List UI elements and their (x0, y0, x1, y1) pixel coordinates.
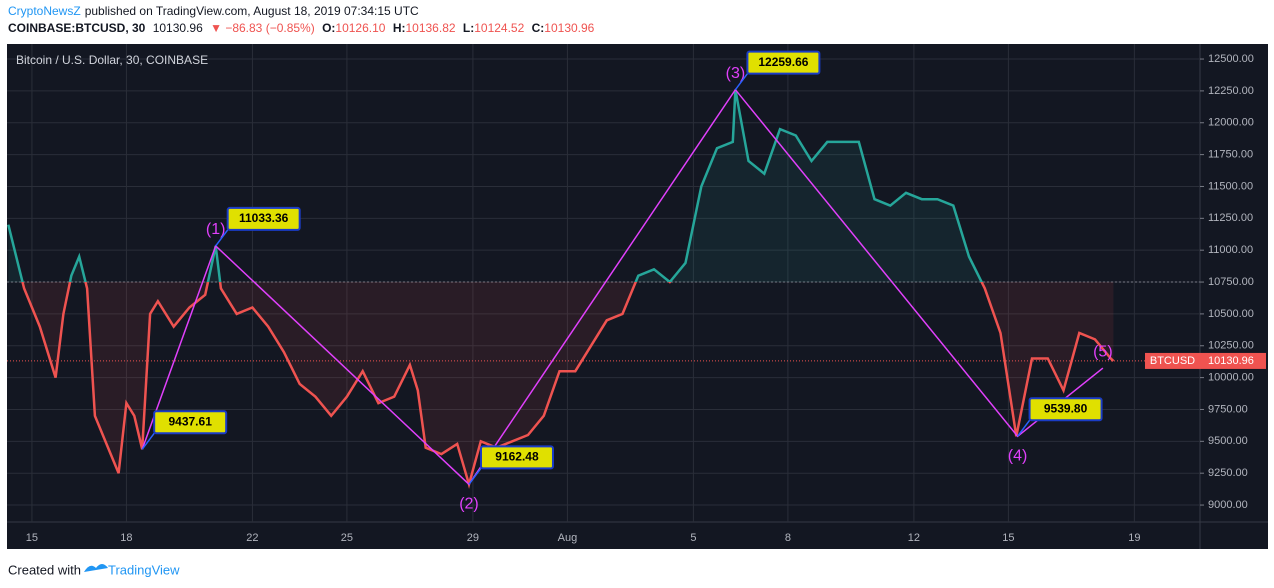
x-tick-label: 22 (246, 532, 258, 544)
x-tick-label: 5 (690, 532, 696, 544)
open-value: 10126.10 (335, 21, 385, 35)
published-line: published on TradingView.com, August 18,… (85, 4, 419, 18)
y-tick-label: 12250.00 (1208, 85, 1254, 97)
last-price: 10130.96 (153, 21, 203, 35)
wave-label: (4) (1008, 447, 1028, 464)
callout-label: 11033.36 (239, 211, 289, 225)
low-value: 10124.52 (474, 21, 524, 35)
footer-text: Created with (8, 562, 81, 577)
wave-label: (3) (726, 65, 746, 82)
y-tick-label: 9000.00 (1208, 499, 1248, 511)
price-tag-bg (1200, 352, 1266, 369)
symbol: COINBASE:BTCUSD, 30 (8, 21, 146, 35)
y-tick-label: 11750.00 (1208, 149, 1253, 161)
price-tag-name: BTCUSD (1150, 355, 1195, 367)
high-label: H: (393, 21, 406, 35)
y-tick-label: 11500.00 (1208, 180, 1253, 192)
wave-label: (2) (459, 496, 479, 513)
callout-box (479, 445, 554, 470)
callout-connector (215, 229, 229, 247)
author[interactable]: CryptoNewsZ (8, 4, 81, 18)
footer-brand[interactable]: TradingView (108, 562, 180, 577)
y-tick-label: 10500.00 (1208, 308, 1254, 320)
price-tag-name-bg (1145, 352, 1200, 369)
close-value: 10130.96 (544, 21, 594, 35)
low-label: L: (463, 21, 474, 35)
callout-label: 9437.61 (168, 414, 212, 428)
wave-label: (1) (206, 221, 226, 238)
y-tick-label: 9250.00 (1208, 467, 1248, 479)
price-tag-value: 10130.96 (1208, 355, 1254, 367)
callout-box (746, 50, 821, 75)
tradingview-logo (84, 564, 108, 572)
callout-label: 9162.48 (495, 450, 539, 464)
callout-label: 9539.80 (1044, 401, 1088, 415)
high-value: 10136.82 (405, 21, 455, 35)
x-tick-label: 12 (908, 532, 920, 544)
x-tick-label: Aug (558, 532, 578, 544)
wave-label: (5) (1093, 343, 1113, 360)
callout-label: 12259.66 (758, 55, 808, 69)
baseline-fill (8, 89, 1114, 283)
callout-box (153, 410, 228, 435)
legend: Bitcoin / U.S. Dollar, 30, COINBASE (16, 53, 208, 67)
symbol-line: COINBASE:BTCUSD, 30 10130.96 ▼ −86.83 (−… (8, 21, 595, 35)
change: ▼ −86.83 (−0.85%) (210, 21, 315, 35)
y-tick-label: 10750.00 (1208, 276, 1254, 288)
x-tick-label: 25 (341, 532, 353, 544)
close-label: C: (532, 21, 545, 35)
y-tick-label: 12000.00 (1208, 117, 1254, 129)
open-label: O: (322, 21, 335, 35)
price-line (21, 282, 1115, 489)
x-tick-label: 19 (1128, 532, 1140, 544)
y-tick-label: 9500.00 (1208, 435, 1248, 447)
callout-connector (468, 467, 482, 485)
y-tick-label: 9750.00 (1208, 403, 1248, 415)
chart-background (7, 44, 1268, 549)
callout-box (226, 206, 301, 231)
callout-connector (141, 432, 155, 450)
callout-connector (1016, 419, 1031, 437)
callout-connector (734, 73, 748, 91)
callout-box (1028, 397, 1103, 422)
y-tick-label: 10000.00 (1208, 372, 1254, 384)
y-tick-label: 10250.00 (1208, 340, 1254, 352)
x-tick-label: 8 (785, 532, 791, 544)
x-tick-label: 15 (26, 532, 38, 544)
y-tick-label: 12500.00 (1208, 53, 1254, 65)
price-line (7, 89, 984, 283)
y-tick-label: 11000.00 (1208, 244, 1253, 256)
baseline-fill (22, 282, 1114, 485)
x-tick-label: 18 (120, 532, 132, 544)
plot: 9000.00 9250.00 9500.00 9750.00 10000.00 1025… (7, 44, 1266, 544)
x-tick-label: 29 (467, 532, 479, 544)
y-tick-label: 11250.00 (1208, 212, 1253, 224)
x-tick-label: 15 (1002, 532, 1014, 544)
wave-line (141, 88, 1104, 486)
